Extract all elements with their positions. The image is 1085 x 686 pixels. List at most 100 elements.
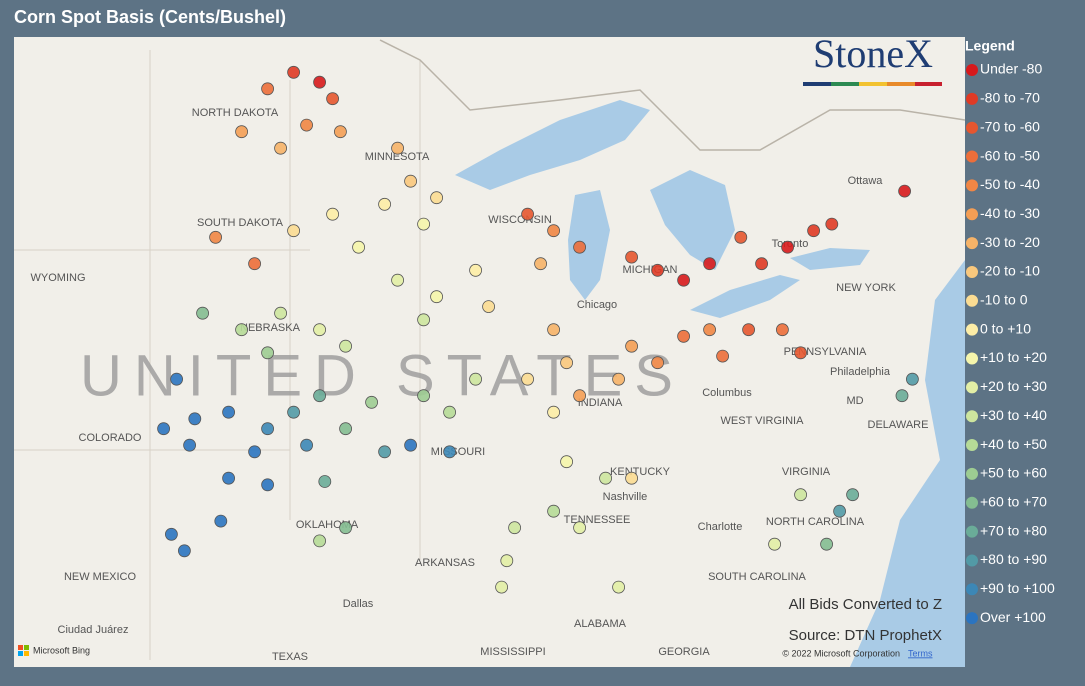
site: [599, 471, 612, 485]
place-label: Columbus: [702, 387, 752, 399]
site: [261, 422, 275, 436]
legend-swatch: [966, 121, 978, 134]
site: [417, 217, 431, 231]
site: [248, 257, 262, 271]
legend-label: +20 to +30: [980, 378, 1047, 394]
legend-label: +10 to +20: [980, 349, 1047, 365]
logo-stripe: [803, 82, 942, 86]
place-label: TEXAS: [272, 651, 308, 663]
site: [825, 217, 839, 231]
site: [417, 389, 431, 403]
site: [755, 257, 768, 271]
legend-label: -40 to -30: [980, 205, 1040, 221]
site: [352, 240, 366, 254]
site: [222, 471, 236, 485]
legend-swatch: [966, 265, 978, 278]
site: [573, 521, 586, 535]
site: [164, 527, 178, 541]
site: [378, 197, 392, 211]
sites: [157, 65, 919, 594]
site: [833, 504, 846, 518]
terms-link[interactable]: Terms: [908, 648, 933, 658]
site: [625, 250, 638, 264]
legend-swatch: [966, 150, 978, 163]
site: [339, 422, 353, 436]
site: [547, 504, 560, 518]
site: [177, 544, 191, 558]
site: [261, 478, 275, 492]
site: [214, 514, 228, 528]
site: [339, 521, 353, 535]
legend-label: -80 to -70: [980, 90, 1040, 106]
site: [677, 273, 690, 287]
site: [333, 125, 347, 139]
site: [300, 118, 314, 132]
legend: Under -80 -80 to -70 -70 to -60 -60 to -50 -…: [966, 61, 1055, 625]
site: [651, 356, 664, 370]
place-label: Chicago: [577, 299, 617, 311]
legend-swatch: [966, 467, 978, 480]
site: [248, 445, 262, 459]
place-label: DELAWARE: [868, 419, 929, 431]
legend-label: +50 to +60: [980, 465, 1047, 481]
legend-label: +90 to +100: [980, 580, 1055, 596]
place-label: ARKANSAS: [415, 557, 475, 569]
bing-text: Microsoft Bing: [33, 645, 90, 655]
site: [469, 372, 483, 386]
site: [625, 339, 638, 353]
site: [846, 488, 859, 502]
site: [326, 207, 340, 221]
state-lines: [14, 50, 421, 660]
site: [547, 323, 560, 337]
place-label: NEW MEXICO: [64, 571, 137, 583]
site: [625, 471, 638, 485]
place-label: Charlotte: [698, 521, 743, 533]
site: [807, 224, 820, 238]
map-labels: NORTH DAKOTA MINNESOTA SOUTH DAKOTA WISCONS…: [31, 107, 929, 663]
site: [339, 339, 353, 353]
water: [455, 100, 965, 667]
ocean: [850, 260, 965, 667]
bing-logo: [18, 651, 23, 656]
place-label: COLORADO: [79, 432, 142, 444]
annotation: All Bids Converted to Z: [789, 596, 942, 613]
site: [482, 300, 496, 314]
site: [170, 372, 184, 386]
place-label: Ciudad Juárez: [58, 624, 129, 636]
site: [469, 263, 483, 277]
lake-ontario: [790, 248, 870, 270]
place-label: Philadelphia: [830, 366, 891, 378]
place-label: GEORGIA: [658, 646, 710, 658]
site: [495, 580, 509, 594]
place-label: ALABAMA: [574, 618, 627, 630]
site: [794, 488, 807, 502]
site: [196, 306, 210, 320]
site: [573, 240, 586, 254]
site: [768, 537, 781, 551]
place-label: WEST VIRGINIA: [721, 415, 805, 427]
legend-swatch: [966, 554, 978, 567]
legend-title: Legend: [965, 38, 1015, 54]
borders: [14, 39, 966, 660]
site: [378, 445, 392, 459]
site: [313, 534, 327, 548]
place-label: Nashville: [603, 491, 648, 503]
place-label: MICHIGAN: [623, 264, 678, 276]
site: [157, 422, 171, 436]
site: [274, 141, 288, 155]
legend-label: +70 to +80: [980, 522, 1047, 538]
site: [287, 224, 301, 238]
legend-swatch: [966, 179, 978, 192]
canada-border: [379, 39, 966, 151]
lake-michigan: [568, 190, 610, 300]
legend-label: -10 to 0: [980, 292, 1028, 308]
place-label: VIRGINIA: [782, 466, 831, 478]
site: [391, 141, 405, 155]
stripe: [803, 82, 831, 86]
site: [443, 405, 457, 419]
place-label: KENTUCKY: [610, 466, 671, 478]
site: [318, 475, 332, 488]
site: [209, 230, 223, 244]
site: [287, 65, 301, 79]
stripe: [915, 82, 942, 86]
